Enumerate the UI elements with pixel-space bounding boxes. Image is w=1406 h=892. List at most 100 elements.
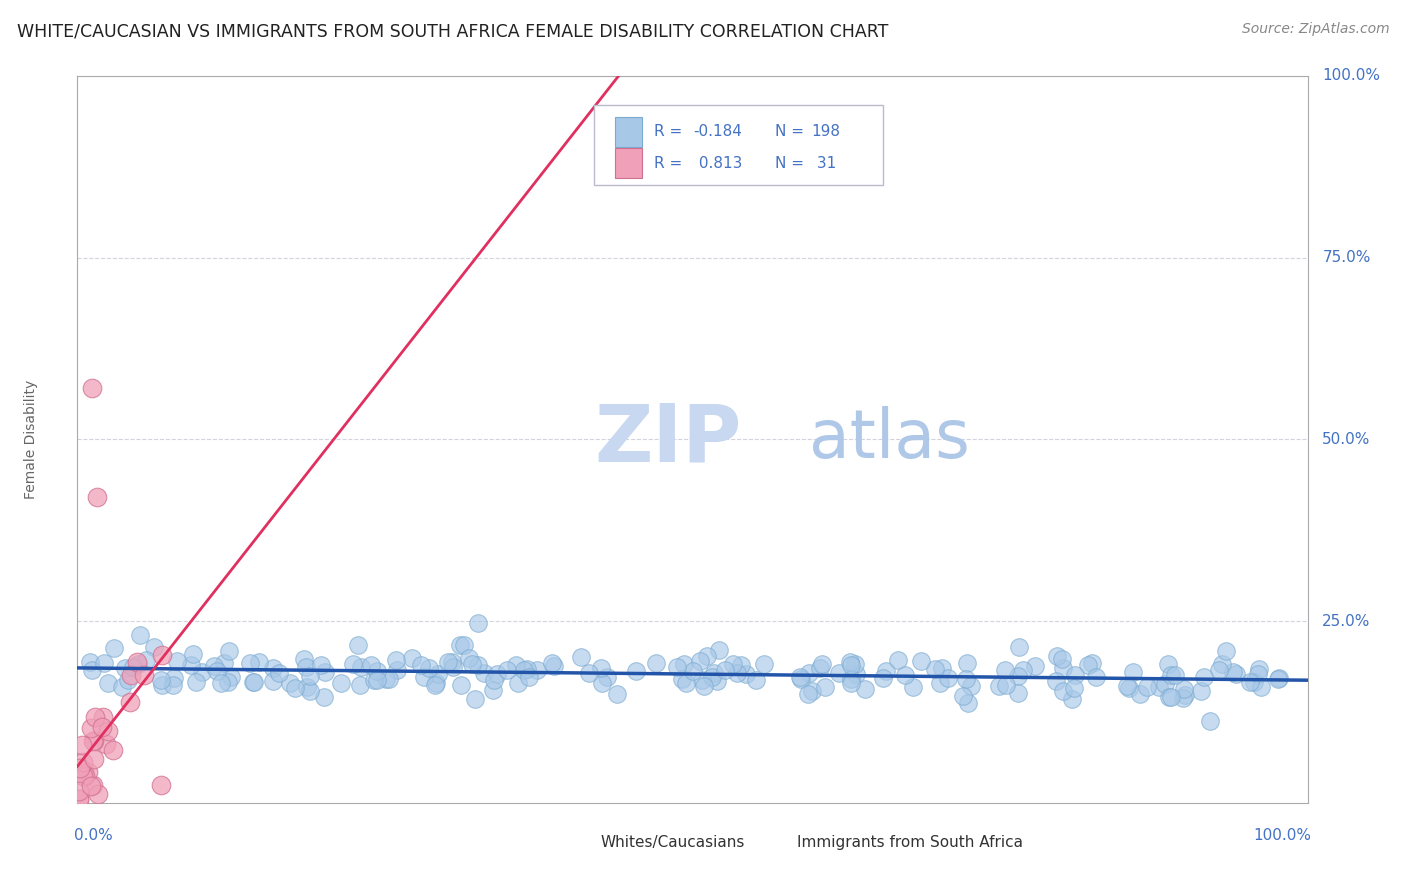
Point: [703, 665, 725, 680]
Point: [86, 491, 108, 505]
Point: [959, 679, 981, 693]
Point: [1225, 667, 1247, 681]
Point: [828, 666, 851, 681]
Point: [212, 656, 235, 670]
Point: [1008, 640, 1031, 654]
Point: [441, 660, 464, 674]
Text: Source: ZipAtlas.com: Source: ZipAtlas.com: [1241, 22, 1389, 37]
Point: [484, 673, 506, 687]
Point: [464, 691, 486, 706]
Text: 75.0%: 75.0%: [1323, 250, 1371, 265]
Text: 50.0%: 50.0%: [1323, 432, 1371, 447]
Point: [350, 659, 373, 673]
Point: [132, 668, 155, 682]
Text: WHITE/CAUCASIAN VS IMMIGRANTS FROM SOUTH AFRICA FEMALE DISABILITY CORRELATION CH: WHITE/CAUCASIAN VS IMMIGRANTS FROM SOUTH…: [17, 22, 889, 40]
Point: [495, 664, 517, 678]
Point: [82, 778, 104, 792]
Point: [292, 652, 315, 666]
Point: [517, 669, 540, 683]
Point: [127, 657, 149, 672]
Point: [844, 657, 866, 671]
Point: [706, 674, 728, 689]
Point: [221, 670, 243, 684]
Point: [1243, 674, 1265, 689]
Point: [120, 668, 142, 682]
Point: [262, 661, 284, 675]
Point: [995, 678, 1018, 692]
Point: [117, 673, 139, 687]
Text: Female Disability: Female Disability: [24, 380, 38, 499]
Point: [1239, 674, 1261, 689]
Point: [924, 662, 946, 676]
Point: [797, 665, 820, 680]
Point: [1007, 686, 1029, 700]
Point: [952, 689, 974, 703]
Point: [1157, 657, 1180, 672]
Point: [481, 682, 503, 697]
Point: [122, 659, 145, 673]
Point: [67, 784, 90, 798]
Point: [103, 640, 125, 655]
FancyBboxPatch shape: [614, 148, 643, 178]
Point: [69, 761, 91, 775]
Point: [693, 679, 716, 693]
Text: atlas: atlas: [810, 407, 970, 472]
Point: [349, 678, 371, 692]
Point: [418, 661, 440, 675]
Point: [298, 669, 321, 683]
Point: [114, 661, 136, 675]
Point: [875, 664, 897, 678]
Point: [994, 664, 1017, 678]
Point: [1128, 687, 1150, 701]
Point: [893, 668, 915, 682]
Point: [543, 659, 565, 673]
Point: [385, 664, 408, 678]
Point: [142, 640, 165, 654]
Point: [297, 680, 319, 694]
Point: [789, 670, 811, 684]
Point: [186, 675, 208, 690]
Text: 0.813: 0.813: [693, 155, 742, 170]
Text: 198: 198: [811, 124, 841, 139]
Point: [485, 666, 508, 681]
Point: [606, 687, 628, 701]
Point: [591, 675, 613, 690]
Point: [887, 652, 910, 666]
Point: [1192, 671, 1215, 685]
Point: [1063, 681, 1085, 696]
Point: [149, 673, 172, 687]
Point: [67, 792, 90, 806]
Point: [239, 657, 262, 671]
Point: [1173, 682, 1195, 697]
Point: [205, 665, 228, 679]
Point: [929, 675, 952, 690]
Point: [1024, 659, 1046, 673]
Point: [721, 657, 744, 672]
Point: [800, 684, 823, 698]
Point: [423, 678, 446, 692]
Point: [1084, 670, 1107, 684]
Point: [1211, 657, 1233, 672]
Point: [1052, 684, 1074, 698]
Point: [441, 656, 464, 670]
Point: [1046, 649, 1069, 664]
Point: [596, 670, 619, 684]
Point: [541, 657, 564, 671]
FancyBboxPatch shape: [761, 831, 787, 855]
Point: [314, 690, 336, 704]
Point: [1199, 714, 1222, 728]
Point: [72, 756, 94, 770]
Point: [363, 673, 385, 687]
Point: [84, 710, 107, 724]
Point: [385, 653, 408, 667]
Text: -0.184: -0.184: [693, 124, 742, 139]
Point: [314, 665, 336, 679]
Text: 100.0%: 100.0%: [1253, 829, 1312, 843]
Point: [735, 667, 758, 681]
Point: [1118, 681, 1140, 695]
Point: [1247, 662, 1270, 676]
Point: [589, 661, 612, 675]
Point: [474, 665, 496, 680]
Point: [366, 664, 388, 678]
Point: [1050, 651, 1073, 665]
